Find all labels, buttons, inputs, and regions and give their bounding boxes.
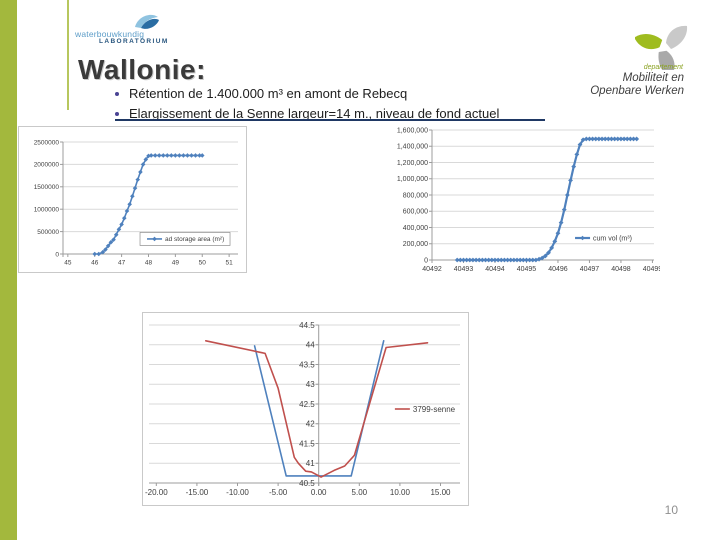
svg-text:40492: 40492 — [422, 266, 442, 273]
svg-text:1,200,000: 1,200,000 — [397, 160, 428, 167]
mow-departement-text: departement — [643, 64, 683, 71]
svg-text:-20.00: -20.00 — [145, 488, 168, 497]
svg-text:40498: 40498 — [611, 266, 631, 273]
svg-text:47: 47 — [118, 260, 126, 267]
svg-text:-5.00: -5.00 — [269, 488, 288, 497]
bullet-item: Rétention de 1.400.000 m³ en amont de Re… — [115, 86, 499, 101]
svg-text:3799-senne: 3799-senne — [413, 405, 456, 414]
svg-text:49: 49 — [172, 260, 180, 267]
svg-text:10.00: 10.00 — [390, 488, 411, 497]
svg-text:40495: 40495 — [517, 266, 537, 273]
svg-text:51: 51 — [226, 260, 234, 267]
svg-text:15.00: 15.00 — [430, 488, 451, 497]
svg-text:200,000: 200,000 — [403, 241, 428, 248]
svg-text:800,000: 800,000 — [403, 192, 428, 199]
svg-text:42.5: 42.5 — [299, 400, 315, 409]
svg-text:42: 42 — [306, 420, 315, 429]
svg-text:0: 0 — [55, 251, 59, 258]
svg-text:40494: 40494 — [485, 266, 505, 273]
svg-text:0.00: 0.00 — [311, 488, 327, 497]
svg-text:40499: 40499 — [643, 266, 660, 273]
svg-text:1000000: 1000000 — [34, 206, 60, 213]
bullet-list: Rétention de 1.400.000 m³ en amont de Re… — [115, 86, 499, 126]
svg-text:45: 45 — [64, 260, 72, 267]
waterbouwkundig-logo-text: waterbouwkundig — [75, 29, 145, 39]
waterbouwkundig-logo: waterbouwkundig LABORATORIUM — [75, 12, 170, 48]
left-accent-bar — [0, 0, 17, 540]
svg-text:600,000: 600,000 — [403, 209, 428, 216]
svg-text:cum vol (m³): cum vol (m³) — [593, 235, 632, 242]
mow-pinwheel-icon — [635, 25, 688, 70]
waterbouwkundig-swirl-icon — [135, 14, 159, 29]
svg-text:1500000: 1500000 — [34, 184, 60, 191]
svg-text:40496: 40496 — [548, 266, 568, 273]
svg-text:1,400,000: 1,400,000 — [397, 144, 428, 151]
svg-text:0: 0 — [424, 257, 428, 264]
cumulative-volume-chart-plot: 0 200,000 400,000 600,000 800,000 1,000,000 1,… — [397, 127, 662, 273]
laboratorium-logo-text: LABORATORIUM — [99, 38, 169, 45]
svg-text:50: 50 — [199, 260, 207, 267]
bullet-dot-icon — [115, 91, 119, 96]
svg-text:ad storage area (m²): ad storage area (m²) — [165, 236, 224, 243]
page-number: 10 — [664, 503, 678, 517]
content-divider-line — [115, 119, 545, 121]
svg-text:-15.00: -15.00 — [186, 488, 209, 497]
svg-text:46: 46 — [91, 260, 99, 267]
svg-text:2000000: 2000000 — [34, 162, 60, 169]
bullet-item: Elargissement de la Senne largeur=14 m.,… — [115, 106, 499, 121]
svg-text:400,000: 400,000 — [403, 225, 428, 232]
bullet-text: Elargissement de la Senne largeur=14 m.,… — [129, 106, 500, 121]
svg-text:48: 48 — [145, 260, 153, 267]
mow-mobiliteit-text: Mobiliteit en — [622, 72, 684, 84]
mow-logo: departement Mobiliteit en Openbare Werke… — [588, 16, 688, 100]
svg-text:41.5: 41.5 — [299, 439, 315, 448]
svg-text:40493: 40493 — [454, 266, 474, 273]
svg-text:43: 43 — [306, 380, 315, 389]
svg-text:41: 41 — [306, 459, 315, 468]
svg-text:44: 44 — [306, 341, 315, 350]
senne-cross-section-chart: 40.5 41 41.5 42 42.5 43 43.5 44 44.5 -20.00 -15.00… — [142, 312, 469, 506]
svg-text:-10.00: -10.00 — [226, 488, 249, 497]
title-accent-line — [67, 0, 69, 110]
svg-text:40497: 40497 — [580, 266, 600, 273]
storage-area-chart: 0 500000 1000000 1500000 2000000 2500000 45 46 4… — [18, 126, 247, 273]
mow-openbare-werken-text: Openbare Werken — [590, 85, 684, 97]
svg-text:40.5: 40.5 — [299, 479, 315, 488]
svg-text:1,600,000: 1,600,000 — [397, 127, 428, 134]
storage-area-chart-plot: 0 500000 1000000 1500000 2000000 2500000 45 46 4… — [34, 139, 238, 267]
svg-text:43.5: 43.5 — [299, 360, 315, 369]
svg-text:44.5: 44.5 — [299, 321, 315, 330]
svg-text:5.00: 5.00 — [352, 488, 368, 497]
bullet-dot-icon — [115, 111, 119, 116]
senne-cross-section-chart-plot: 40.5 41 41.5 42 42.5 43 43.5 44 44.5 -20.00 -15.00… — [145, 321, 460, 497]
cumulative-volume-chart: 0 200,000 400,000 600,000 800,000 1,000,000 1,… — [392, 124, 662, 276]
svg-text:500000: 500000 — [37, 229, 59, 236]
svg-text:1,000,000: 1,000,000 — [397, 176, 428, 183]
bullet-text: Rétention de 1.400.000 m³ en amont de Re… — [129, 86, 408, 101]
svg-text:2500000: 2500000 — [34, 139, 60, 146]
slide-title: Wallonie: — [78, 54, 206, 85]
